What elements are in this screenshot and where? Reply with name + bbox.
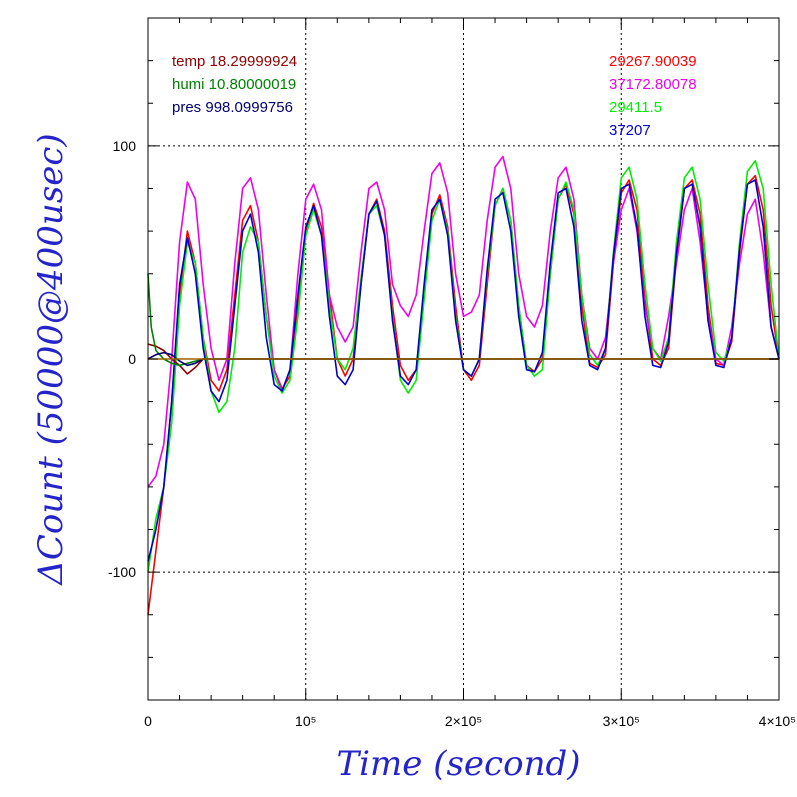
series-lines — [147, 155, 780, 615]
x-axis-title: Time (second) — [337, 744, 581, 784]
x-tick-label: 3×10⁵ — [603, 713, 640, 729]
x-tick-label: 2×10⁵ — [445, 713, 482, 729]
legend-entry: 29267.90039 — [609, 53, 697, 70]
legend-entry: 29411.5 — [609, 99, 662, 116]
legend-entry: pres 998.0999756 — [172, 99, 293, 116]
tick-labels: 0 10⁵ 2×10⁵ 3×10⁵ 4×10⁵ -100 0 100 — [108, 138, 796, 729]
legend-entry: 37207 — [609, 122, 651, 139]
x-tick-label: 10⁵ — [295, 713, 316, 729]
y-tick-label: -100 — [108, 564, 136, 580]
legend-entry: temp 18.29999924 — [172, 53, 297, 70]
legend: temp 18.29999924 humi 10.80000019 pres 998… — [172, 53, 697, 139]
axis-ticks — [147, 17, 780, 701]
legend-entry: 37172.80078 — [609, 76, 697, 93]
series-line — [147, 179, 780, 562]
y-tick-label: 0 — [128, 351, 136, 367]
legend-entry: humi 10.80000019 — [172, 76, 296, 93]
x-tick-label: 4×10⁵ — [759, 713, 796, 729]
series-line — [147, 155, 780, 488]
y-tick-label: 100 — [113, 138, 137, 154]
y-axis-title: ΔCount (50000@400usec) — [31, 133, 71, 586]
x-tick-label: 0 — [144, 713, 152, 729]
